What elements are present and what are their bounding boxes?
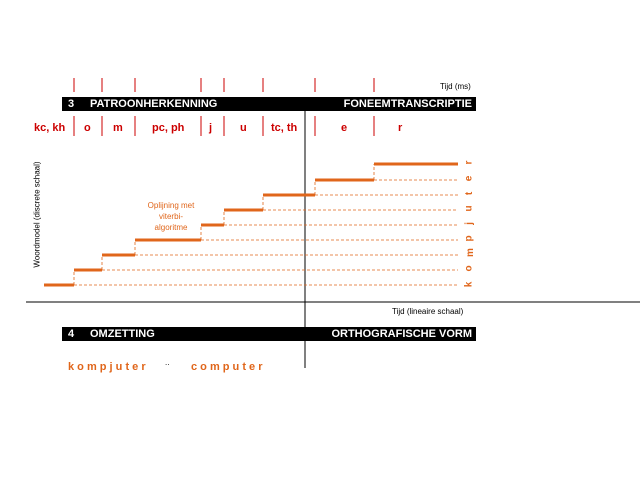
bar4-right-title: ORTHOGRAFISCHE VORM xyxy=(331,328,472,340)
phoneme-label: e xyxy=(341,122,348,134)
word-model-letter: j xyxy=(463,222,475,225)
viterbi-annotation: Oplijning met viterbi- algoritme xyxy=(138,200,204,233)
bar4-left-title: OMZETTING xyxy=(90,328,155,340)
bar-conversion: 4 OMZETTING ORTHOGRAFISCHE VORM xyxy=(62,327,476,341)
annotation-line: viterbi- xyxy=(158,212,183,221)
time-label-ms: Tijd (ms) xyxy=(440,82,471,91)
bar3-left-title: PATROONHERKENNING xyxy=(90,98,218,110)
phoneme-label: tc, th xyxy=(271,122,298,134)
word-model-letter: t xyxy=(464,191,476,196)
bar3-right-title: FONEEMTRANSCRIPTIE xyxy=(343,98,472,110)
phoneme-label: o xyxy=(84,122,91,134)
word-model-letter: k xyxy=(463,281,475,288)
phoneme-label: kc, kh xyxy=(34,122,66,134)
result-phonetic: k o m p j u t e r xyxy=(68,361,146,373)
word-model-letter: o xyxy=(463,265,475,272)
phoneme-label: u xyxy=(240,122,247,134)
word-model-letter: u xyxy=(463,205,475,212)
bar-pattern-recognition: 3 PATROONHERKENNING FONEEMTRANSCRIPTIE xyxy=(62,97,476,111)
result-connector: .. xyxy=(165,358,170,367)
result-orthographic: c o m p u t e r xyxy=(191,361,263,373)
phoneme-label: r xyxy=(398,122,403,134)
annotation-line: algoritme xyxy=(154,223,188,232)
annotation-line: Oplijning met xyxy=(147,201,195,210)
word-model-letter: p xyxy=(463,235,475,242)
bar4-number: 4 xyxy=(68,328,75,340)
word-model-letter: e xyxy=(463,175,475,182)
phoneme-label: pc, ph xyxy=(152,122,185,134)
word-model-letter: r xyxy=(463,160,475,165)
phoneme-label: j xyxy=(209,122,213,134)
phoneme-label: m xyxy=(113,122,123,134)
time-label-linear: Tijd (lineaire schaal) xyxy=(392,307,464,316)
word-model-letter: m xyxy=(464,248,476,257)
bar3-number: 3 xyxy=(68,98,75,110)
y-axis-label: Woordmodel (discrete schaal) xyxy=(32,161,42,268)
